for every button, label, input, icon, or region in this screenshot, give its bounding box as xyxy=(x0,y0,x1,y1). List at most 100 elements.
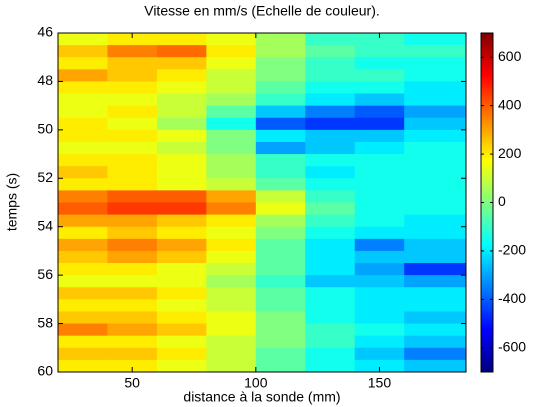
heatmap-cell xyxy=(305,335,356,349)
colorbar-tick-label: -200 xyxy=(498,242,526,258)
heatmap-cell xyxy=(156,190,207,203)
heatmap-cell xyxy=(206,226,257,240)
heatmap-cell xyxy=(206,202,257,216)
heatmap-cell xyxy=(354,299,405,312)
heatmap-cell xyxy=(354,129,405,143)
colorbar-tick-label: -600 xyxy=(498,338,526,354)
heatmap-cell xyxy=(107,154,158,167)
heatmap-cell xyxy=(305,45,356,58)
heatmap-cell xyxy=(404,81,467,95)
heatmap-cell xyxy=(404,93,467,107)
heatmap-cell xyxy=(107,45,158,58)
heatmap-cell xyxy=(107,347,158,361)
heatmap-cell xyxy=(354,359,405,373)
heatmap-cell xyxy=(255,214,306,228)
heatmap-cell xyxy=(305,238,356,252)
heatmap-cell xyxy=(58,347,108,361)
heatmap-cell xyxy=(206,347,257,361)
heatmap-cell xyxy=(58,190,108,203)
heatmap-cell xyxy=(156,141,207,155)
heatmap-cell xyxy=(58,287,108,300)
y-tick-label: 48 xyxy=(37,72,53,88)
heatmap-cell xyxy=(305,347,356,361)
heatmap-cell xyxy=(305,129,356,143)
heatmap-cell xyxy=(354,81,405,95)
heatmap-cell xyxy=(206,238,257,252)
heatmap-cell xyxy=(404,190,467,203)
heatmap-cell xyxy=(206,45,257,58)
heatmap-cell xyxy=(404,154,467,167)
heatmap-cell xyxy=(156,275,207,288)
heatmap-cell xyxy=(354,57,405,70)
heatmap-cell xyxy=(156,347,207,361)
heatmap-cell xyxy=(255,263,306,276)
heatmap-cell xyxy=(107,33,158,46)
heatmap-cell xyxy=(58,359,108,373)
heatmap-cell xyxy=(404,226,467,240)
heatmap-cell xyxy=(255,154,306,167)
heatmap-cell xyxy=(156,93,207,107)
heatmap-cell xyxy=(156,263,207,276)
heatmap-cell xyxy=(156,250,207,264)
heatmap-cell xyxy=(255,238,306,252)
heatmap-cell xyxy=(305,93,356,107)
heatmap-cell xyxy=(206,263,257,276)
heatmap-cell xyxy=(206,154,257,167)
heatmap-cell xyxy=(58,311,108,325)
heatmap-cell xyxy=(156,214,207,228)
heatmap-cell xyxy=(206,287,257,300)
heatmap-cell xyxy=(107,93,158,107)
heatmap-cell xyxy=(206,93,257,107)
y-tick-label: 52 xyxy=(37,169,53,185)
heatmap-cell xyxy=(354,226,405,240)
heatmap-cell xyxy=(404,311,467,325)
heatmap-cell xyxy=(255,287,306,300)
heatmap-cell xyxy=(354,69,405,82)
heatmap-cell xyxy=(404,214,467,228)
heatmap-cell xyxy=(58,117,108,131)
heatmap-cell xyxy=(107,323,158,337)
y-axis-label: temps (s) xyxy=(4,173,20,231)
heatmap-cell xyxy=(107,81,158,95)
heatmap-cell xyxy=(354,93,405,107)
heatmap-cell xyxy=(58,154,108,167)
heatmap-cell xyxy=(305,250,356,264)
heatmap-cell xyxy=(255,117,306,131)
y-tick-label: 56 xyxy=(37,266,53,282)
heatmap-cell xyxy=(58,105,108,119)
heatmap-cell xyxy=(305,190,356,203)
heatmap-cell xyxy=(107,69,158,82)
heatmap-cell xyxy=(404,117,467,131)
heatmap-cell xyxy=(305,69,356,82)
plot-frame xyxy=(57,32,467,373)
heatmap-cell xyxy=(58,57,108,70)
heatmap-cell xyxy=(156,33,207,46)
heatmap-cell xyxy=(305,299,356,312)
heatmap-cell xyxy=(206,57,257,70)
heatmap-cell xyxy=(107,129,158,143)
heatmap-cell xyxy=(354,214,405,228)
heatmap-cell xyxy=(305,117,356,131)
x-tick-label: 50 xyxy=(124,375,140,391)
heatmap-cell xyxy=(404,57,467,70)
heatmap-cell xyxy=(206,299,257,312)
heatmap-cell xyxy=(255,178,306,191)
heatmap-cell xyxy=(206,129,257,143)
heatmap-cell xyxy=(305,57,356,70)
heatmap-cell xyxy=(305,166,356,179)
heatmap-cell xyxy=(305,359,356,373)
chart-title: Vitesse en mm/s (Echelle de couleur). xyxy=(144,3,380,19)
heatmap-cell xyxy=(107,57,158,70)
heatmap-cell xyxy=(107,117,158,131)
heatmap-cell xyxy=(255,359,306,373)
heatmap-cell xyxy=(255,299,306,312)
heatmap-cell xyxy=(354,275,405,288)
heatmap-cell xyxy=(354,250,405,264)
heatmap xyxy=(58,33,467,373)
heatmap-cell xyxy=(305,178,356,191)
heatmap-cell xyxy=(206,190,257,203)
heatmap-cell xyxy=(255,226,306,240)
y-tick-label: 58 xyxy=(37,314,53,330)
heatmap-cell xyxy=(255,166,306,179)
